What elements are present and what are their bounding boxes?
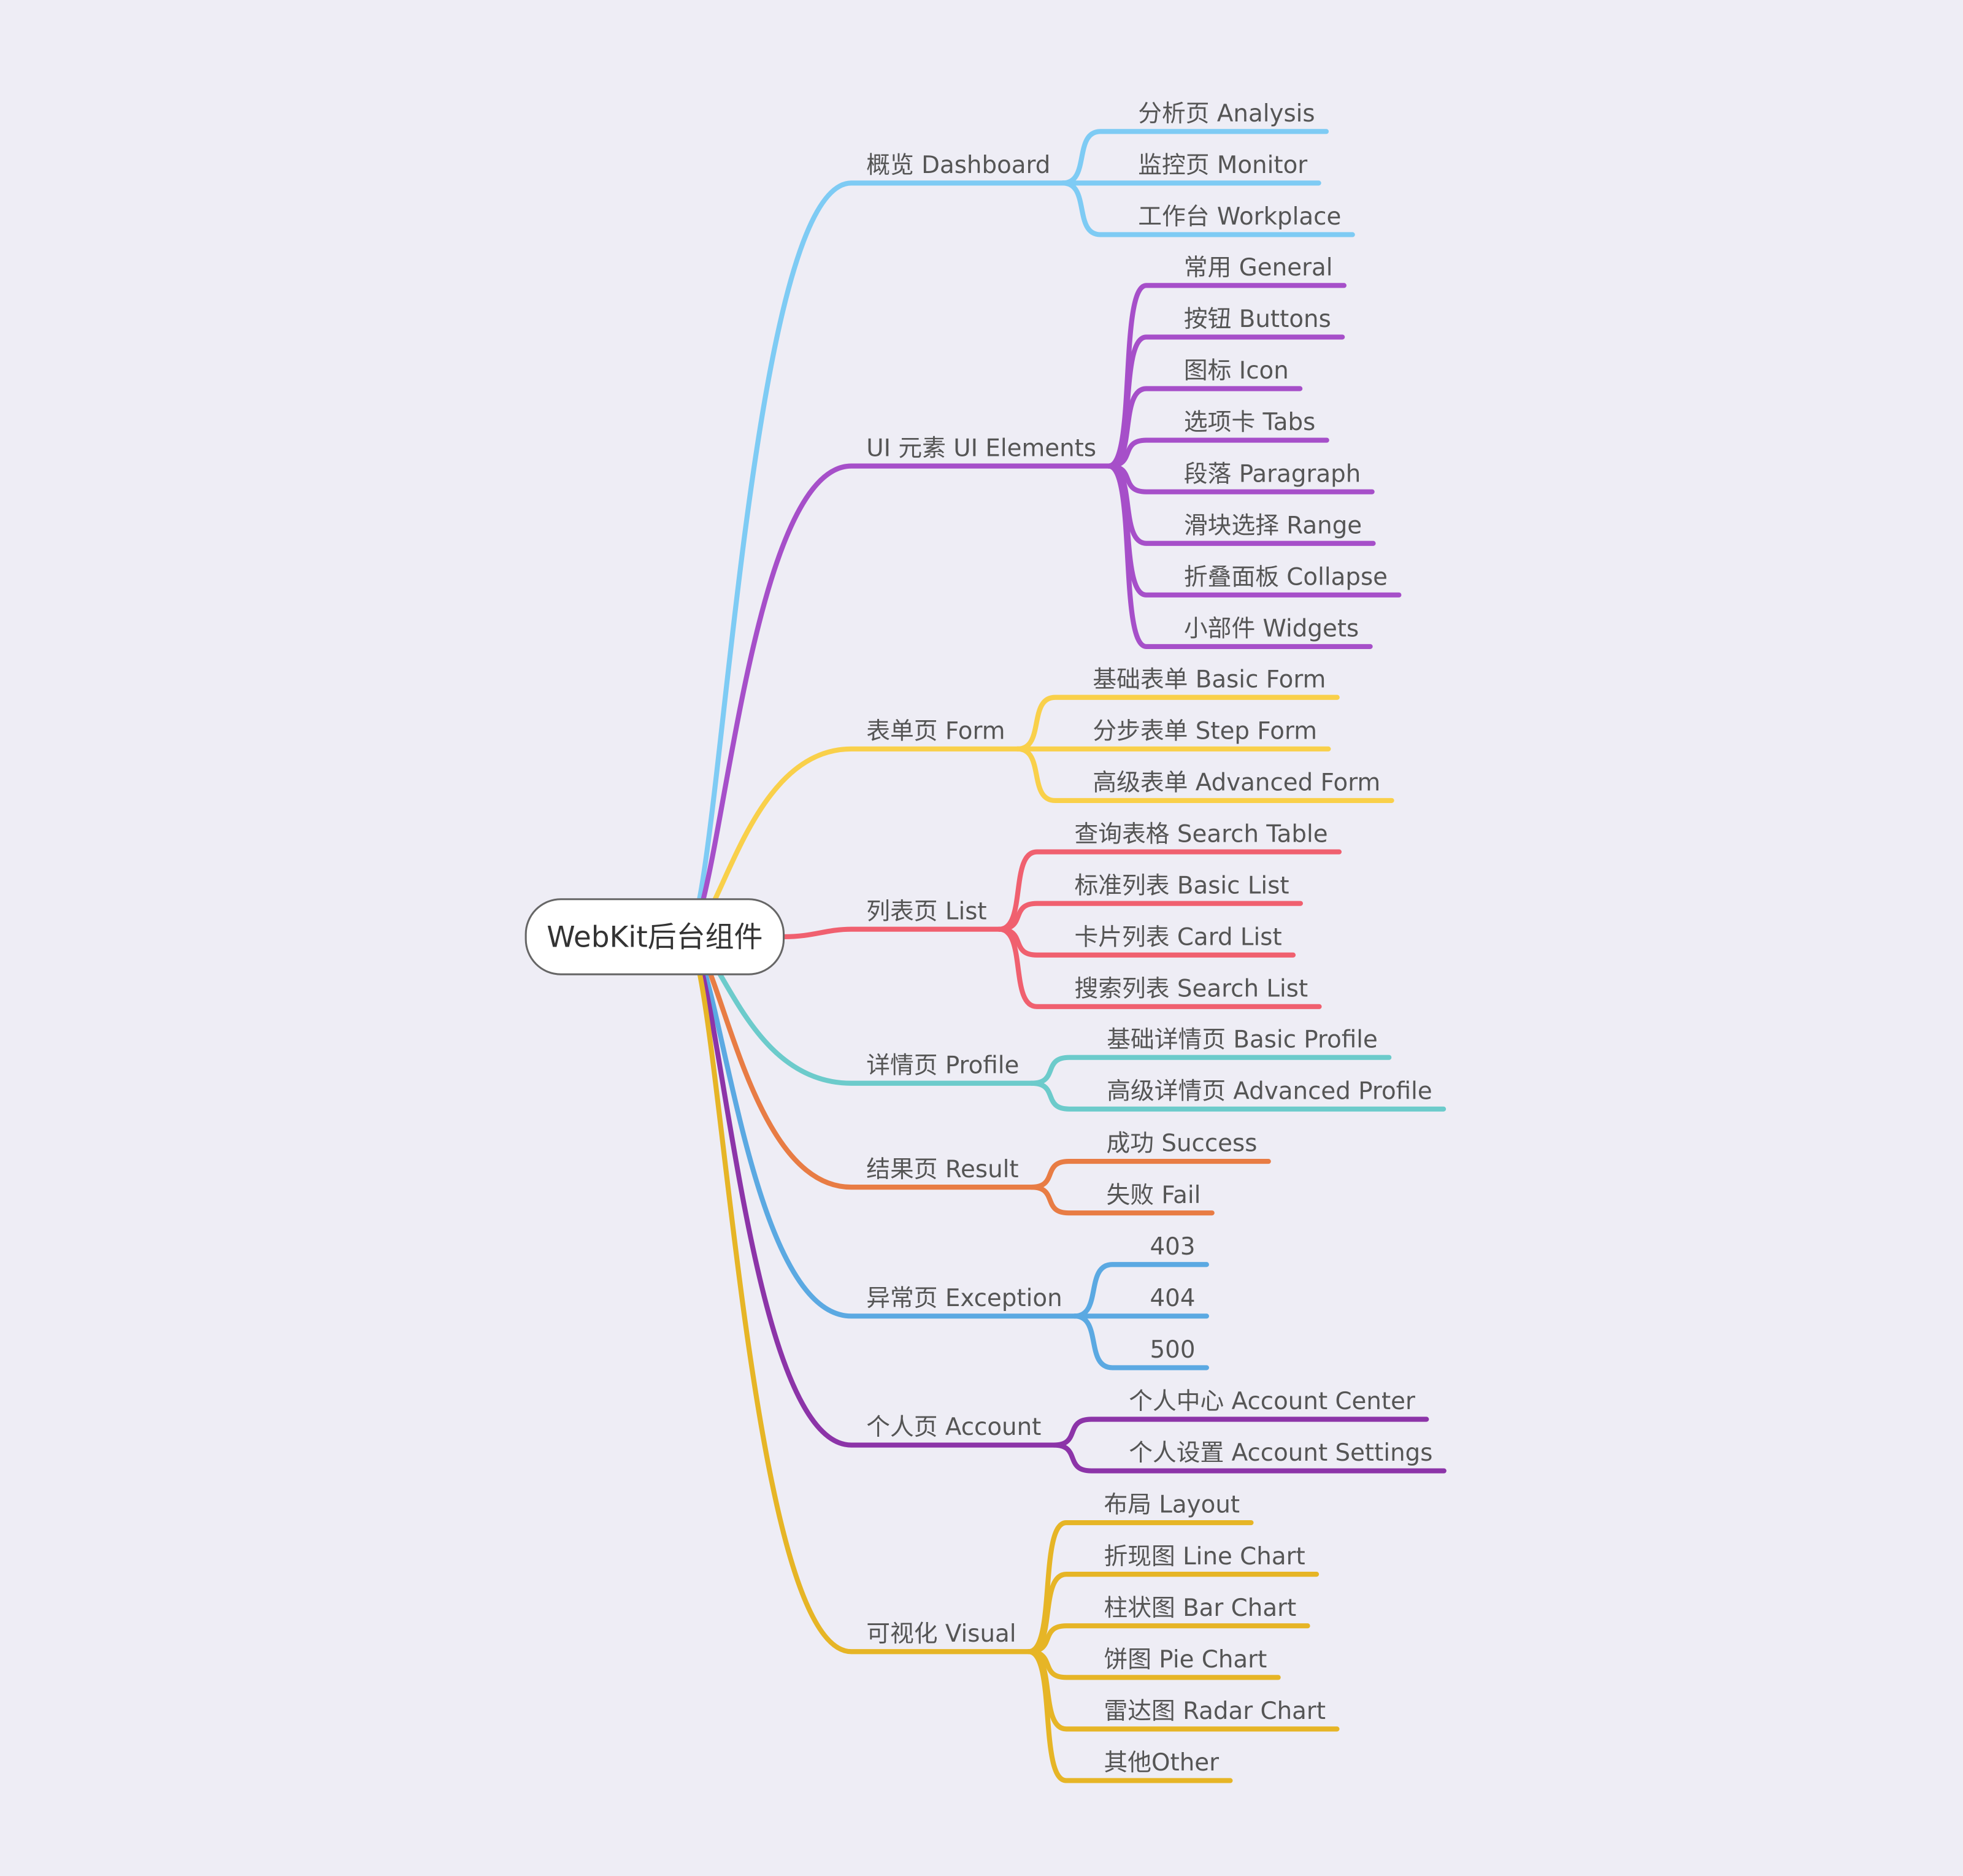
child-label: 雷达图 Radar Chart (1104, 1697, 1326, 1725)
branch-link (683, 934, 1032, 1655)
child-label: 个人中心 Account Center (1129, 1388, 1415, 1415)
child-link (1060, 129, 1329, 186)
child-label: 分步表单 Step Form (1093, 718, 1317, 745)
child-link (1072, 1262, 1209, 1319)
child-label: 柱状图 Bar Chart (1104, 1594, 1296, 1622)
child-link (1060, 180, 1355, 237)
child-label: 卡片列表 Card List (1074, 923, 1281, 951)
branch-label: 结果页 Result (866, 1156, 1018, 1183)
child-label: 分析页 Analysis (1138, 100, 1315, 128)
branch-label: 异常页 Exception (866, 1285, 1062, 1312)
child-label: 基础详情页 Basic Profile (1107, 1026, 1378, 1053)
child-link (1015, 746, 1394, 804)
child-label: 基础表单 Basic Form (1093, 666, 1326, 693)
root-label: WebKit后台组件 (547, 920, 763, 954)
child-label: 高级表单 Advanced Form (1093, 769, 1380, 797)
child-label: 403 (1150, 1233, 1196, 1261)
child-label: 其他Other (1104, 1749, 1219, 1777)
child-label: 标准列表 Basic List (1074, 872, 1289, 899)
child-link (1072, 1313, 1209, 1370)
child-label: 高级详情页 Advanced Profile (1107, 1077, 1432, 1105)
child-label: 查询表格 Search Table (1074, 820, 1327, 848)
branch-label: 详情页 Profile (866, 1051, 1019, 1079)
branch-label: 概览 Dashboard (866, 152, 1050, 179)
labels: 概览 Dashboard 分析页 Analysis 监控页 Monitor 工作台 W… (866, 100, 1432, 1777)
child-label: 段落 Paragraph (1184, 460, 1361, 488)
child-link (1028, 1185, 1215, 1216)
child-label: 折现图 Line Chart (1104, 1543, 1305, 1570)
child-label: 图标 Icon (1184, 357, 1289, 385)
root-node (524, 898, 785, 975)
child-link (1029, 1080, 1446, 1112)
child-label: 个人设置 Account Settings (1129, 1439, 1432, 1467)
child-link (1106, 463, 1373, 649)
child-label: 滑块选择 Range (1184, 512, 1362, 539)
child-label: 小部件 Widgets (1184, 615, 1359, 643)
branch-label: 列表页 List (866, 898, 986, 925)
child-label: 选项卡 Tabs (1184, 409, 1315, 436)
child-link (996, 926, 1322, 1009)
child-label: 饼图 Pie Chart (1104, 1646, 1267, 1674)
branch-label: 可视化 Visual (866, 1620, 1016, 1648)
child-label: 监控页 Monitor (1138, 152, 1307, 179)
child-label: 常用 General (1184, 254, 1333, 282)
links (683, 129, 1446, 1783)
child-label: 按钮 Buttons (1184, 306, 1331, 333)
child-label: 404 (1150, 1285, 1196, 1312)
child-label: 布局 Layout (1104, 1491, 1240, 1519)
branch-link (781, 926, 1002, 940)
branch-label: 表单页 Form (866, 718, 1005, 745)
child-link (1026, 1649, 1233, 1783)
child-label: 折叠面板 Collapse (1184, 563, 1388, 591)
child-link (1015, 694, 1340, 752)
child-link (1051, 1442, 1446, 1474)
child-label: 成功 Success (1107, 1130, 1258, 1158)
branch-label: UI 元素 UI Elements (866, 434, 1096, 462)
child-label: 失败 Fail (1107, 1182, 1201, 1209)
branch-label: 个人页 Account (866, 1413, 1041, 1441)
child-label: 500 (1150, 1336, 1196, 1364)
branch-link (683, 180, 1066, 940)
child-label: 工作台 Workplace (1138, 203, 1341, 231)
child-label: 搜索列表 Search List (1074, 975, 1308, 1003)
